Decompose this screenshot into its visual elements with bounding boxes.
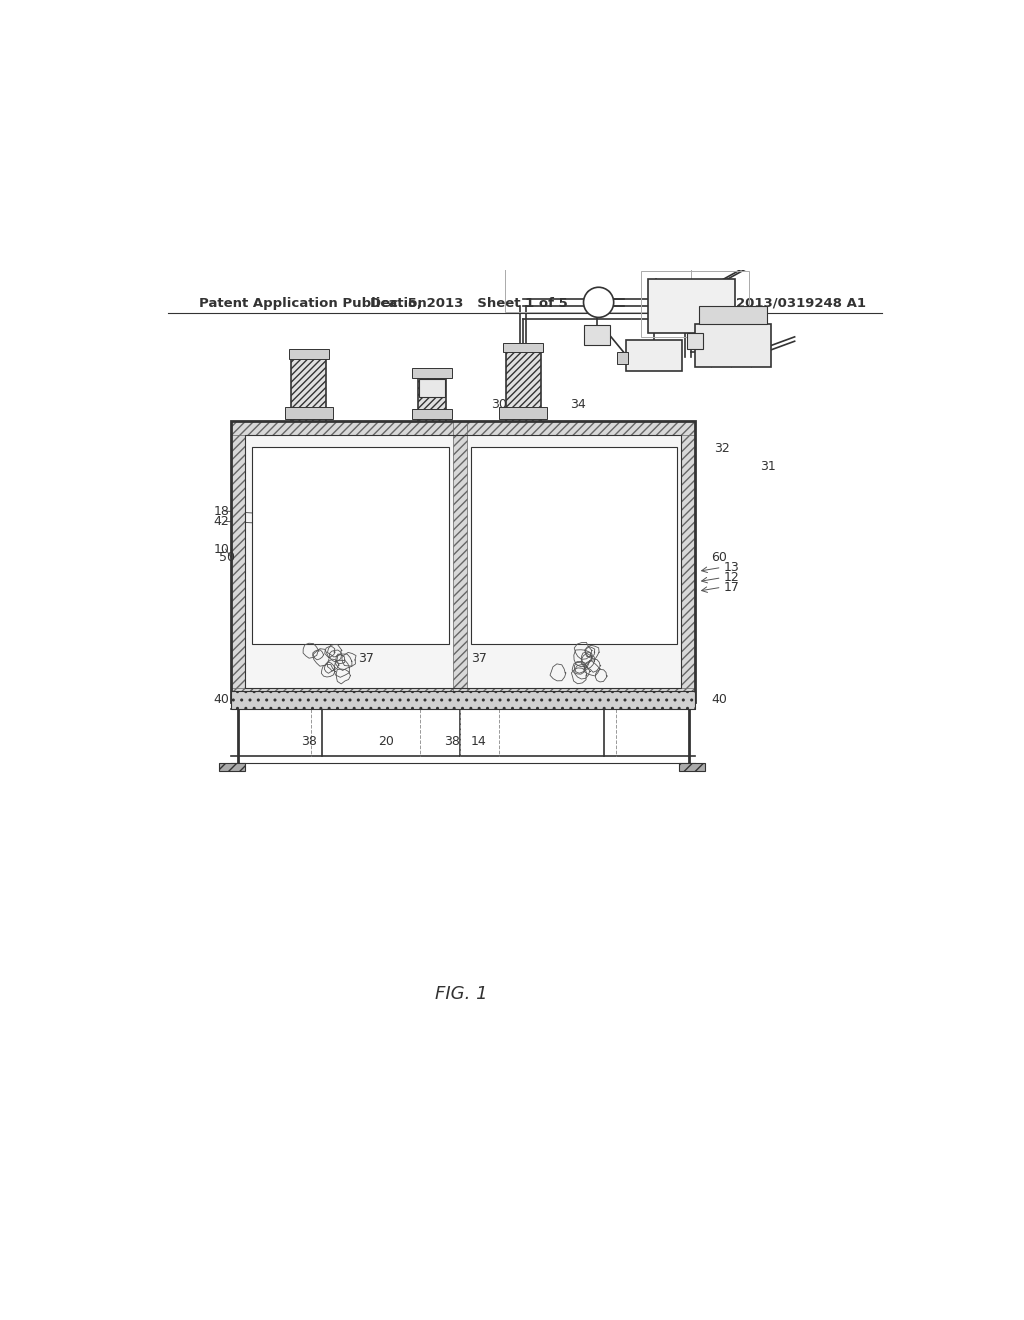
Bar <box>412 409 452 418</box>
Text: US 2013/0319248 A1: US 2013/0319248 A1 <box>711 297 866 310</box>
Bar <box>679 763 705 771</box>
Text: FIG. 1: FIG. 1 <box>435 985 487 1003</box>
Text: 34: 34 <box>570 399 586 412</box>
Text: 37: 37 <box>471 652 486 665</box>
Text: 38: 38 <box>443 735 460 747</box>
Text: 20: 20 <box>378 735 394 747</box>
Text: 12: 12 <box>723 572 739 585</box>
Text: 14: 14 <box>471 735 486 747</box>
Bar <box>219 763 246 771</box>
Bar <box>418 375 446 421</box>
Text: 22: 22 <box>479 603 496 616</box>
Bar <box>231 688 695 702</box>
Text: 24: 24 <box>283 603 299 616</box>
Bar <box>231 692 695 709</box>
Bar <box>648 280 735 333</box>
Text: 33: 33 <box>592 487 607 500</box>
Text: 27: 27 <box>632 482 648 495</box>
Bar <box>292 355 327 421</box>
Text: 40: 40 <box>214 693 229 706</box>
Bar <box>285 407 333 418</box>
Bar <box>500 407 547 418</box>
Text: 60: 60 <box>712 550 727 564</box>
Bar <box>231 421 695 434</box>
Bar <box>419 379 444 397</box>
Bar <box>231 421 695 702</box>
Text: 30: 30 <box>490 399 507 412</box>
Text: 10: 10 <box>214 543 229 556</box>
Text: Patent Application Publication: Patent Application Publication <box>200 297 427 310</box>
Bar <box>412 368 452 378</box>
Bar <box>231 421 695 702</box>
Bar <box>695 323 771 367</box>
Bar <box>699 306 767 323</box>
Bar <box>471 446 677 644</box>
Bar <box>585 325 609 346</box>
Text: 35: 35 <box>489 576 505 589</box>
Text: 36: 36 <box>409 597 425 610</box>
Text: 42: 42 <box>214 515 229 528</box>
Bar <box>687 333 703 350</box>
Bar <box>616 351 628 364</box>
Bar <box>504 343 543 352</box>
Text: 13: 13 <box>723 561 739 574</box>
Text: 40: 40 <box>712 693 727 706</box>
Text: 18: 18 <box>214 504 229 517</box>
Bar <box>641 272 749 337</box>
Text: Dec. 5, 2013   Sheet 1 of 5: Dec. 5, 2013 Sheet 1 of 5 <box>371 297 568 310</box>
Bar <box>506 350 541 421</box>
Text: 37: 37 <box>358 652 374 665</box>
Text: 42: 42 <box>541 504 556 517</box>
Circle shape <box>584 288 613 317</box>
Bar <box>418 375 446 421</box>
Text: 23: 23 <box>376 610 391 623</box>
Bar <box>292 355 327 421</box>
Bar <box>246 434 681 688</box>
Text: 31: 31 <box>760 461 775 473</box>
Bar <box>627 341 682 371</box>
Bar <box>505 228 691 312</box>
Bar <box>252 446 449 644</box>
Text: 26: 26 <box>611 527 627 540</box>
Text: 50: 50 <box>219 550 236 564</box>
Bar <box>506 350 541 421</box>
Text: 15: 15 <box>380 490 396 503</box>
Bar <box>289 350 329 359</box>
Text: 32: 32 <box>714 442 729 455</box>
Bar <box>231 421 246 702</box>
Text: 38: 38 <box>301 735 316 747</box>
Text: 36: 36 <box>505 590 521 602</box>
Text: 17: 17 <box>723 581 739 594</box>
Bar <box>453 421 467 702</box>
Text: 36: 36 <box>329 590 344 602</box>
Bar <box>681 421 695 702</box>
